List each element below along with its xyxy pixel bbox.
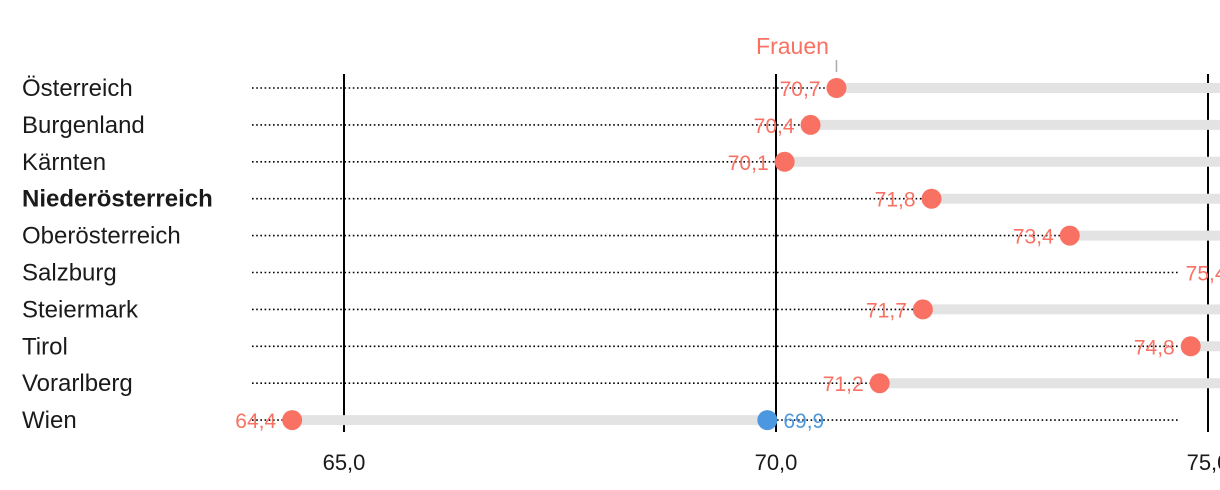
category-label: Salzburg (22, 260, 117, 287)
legend-layer: FrauenMänner (756, 33, 838, 72)
frauen-value-label: 75,4 (1186, 263, 1220, 286)
x-tick-label: 65,0 (323, 450, 366, 475)
category-label: Kärnten (22, 149, 106, 176)
frauen-value-label: 73,4 (1013, 226, 1054, 249)
frauen-dot (912, 299, 933, 320)
frauen-dot (1180, 336, 1201, 357)
frauen-dot (1059, 225, 1080, 246)
frauen-dot (774, 151, 795, 172)
frauen-value-label: 71,2 (823, 373, 864, 396)
category-label: Tirol (22, 333, 68, 360)
category-label: Oberösterreich (22, 223, 181, 250)
legend-frauen: Frauen (756, 33, 829, 59)
connector-layer (292, 83, 1220, 426)
frauen-dot (826, 78, 847, 98)
maenner-value-label: 69,9 (783, 410, 824, 433)
frauen-dot (800, 114, 821, 135)
label-layer: Österreich70,777,5Burgenland70,476,7Kärn… (22, 75, 1220, 434)
category-label: Burgenland (22, 112, 145, 139)
category-label: Steiermark (22, 296, 139, 323)
frauen-value-label: 74,8 (1134, 336, 1175, 359)
category-label: Wien (22, 407, 77, 434)
frauen-value-label: 70,4 (754, 115, 795, 138)
row-layer (252, 87, 1178, 421)
x-tick-label: 75,0 (1187, 450, 1220, 475)
grid-layer: 65,070,075,080,0 (323, 74, 1220, 475)
frauen-value-label: 64,4 (235, 410, 276, 433)
frauen-value-label: 70,1 (728, 152, 769, 175)
maenner-dot (757, 410, 778, 431)
category-label: Österreich (22, 75, 133, 102)
category-label: Vorarlberg (22, 370, 133, 397)
frauen-value-label: 71,8 (875, 189, 916, 212)
frauen-dot (921, 188, 942, 209)
category-label: Niederösterreich (22, 186, 213, 213)
frauen-dot (869, 373, 890, 394)
frauen-dot (282, 410, 303, 431)
frauen-value-label: 71,7 (866, 299, 907, 322)
x-tick-label: 70,0 (755, 450, 798, 475)
frauen-value-label: 70,7 (780, 78, 821, 101)
dot-layer (282, 78, 1201, 431)
